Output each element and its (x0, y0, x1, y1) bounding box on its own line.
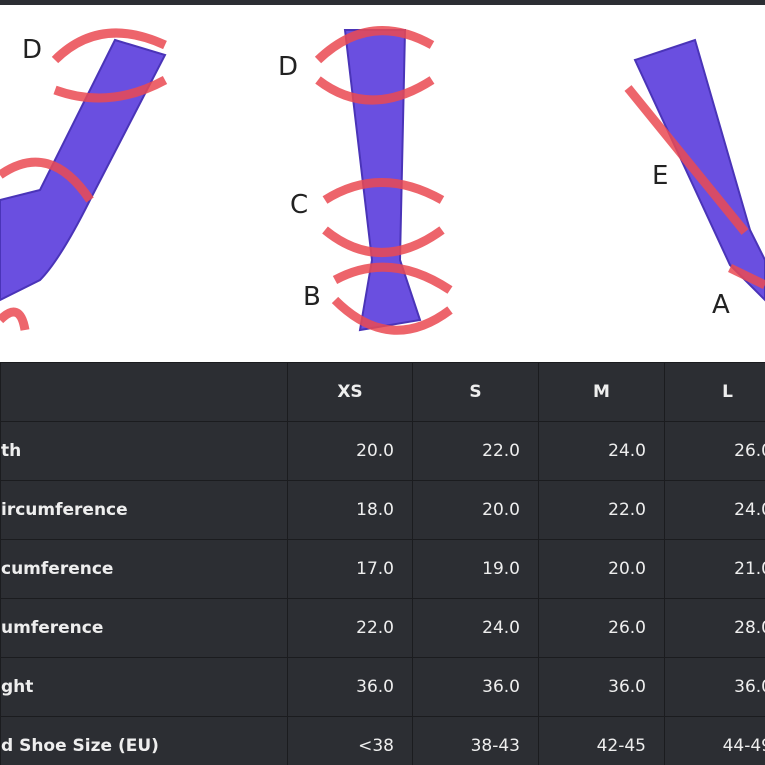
header-cell (0, 362, 288, 422)
cell: 26.0 (538, 598, 665, 658)
cell: 36.0 (538, 657, 665, 717)
row-label: ircumference (0, 480, 288, 540)
column-header: XS (287, 362, 413, 422)
cell: 26.0 (664, 421, 765, 481)
row-label: ght (0, 657, 288, 717)
cell: 36.0 (287, 657, 413, 717)
cell: 24.0 (664, 480, 765, 540)
cell: 22.0 (287, 598, 413, 658)
cell: 20.0 (538, 539, 665, 599)
cell: 36.0 (412, 657, 539, 717)
cell: 20.0 (287, 421, 413, 481)
cell: 22.0 (412, 421, 539, 481)
figure-label: D (22, 35, 42, 65)
cell: 38-43 (412, 716, 539, 765)
cell: 44-49 (664, 716, 765, 765)
figure-label: A (712, 290, 730, 320)
cell: 36.0 (664, 657, 765, 717)
row-label: umference (0, 598, 288, 658)
cell: 20.0 (412, 480, 539, 540)
size-table: XSSMLth20.022.024.026.0ircumference18.02… (0, 362, 765, 765)
column-header: M (538, 362, 665, 422)
cell: <38 (287, 716, 413, 765)
figure-label: B (303, 282, 321, 312)
figure-label: C (290, 190, 308, 220)
row-label: th (0, 421, 288, 481)
cell: 24.0 (412, 598, 539, 658)
cell: 18.0 (287, 480, 413, 540)
cell: 42-45 (538, 716, 665, 765)
cell: 17.0 (287, 539, 413, 599)
cell: 21.0 (664, 539, 765, 599)
row-label: cumference (0, 539, 288, 599)
column-header: L (664, 362, 765, 422)
row-label: d Shoe Size (EU) (0, 716, 288, 765)
header-row: XS S M L (0, 362, 765, 422)
column-header: S (412, 362, 539, 422)
illustration: D D C B E A (0, 0, 765, 335)
cell: 24.0 (538, 421, 665, 481)
cell: 19.0 (412, 539, 539, 599)
figure-label: D (278, 52, 298, 82)
figure-label: E (652, 161, 668, 191)
cell: 28.0 (664, 598, 765, 658)
cell: 22.0 (538, 480, 665, 540)
